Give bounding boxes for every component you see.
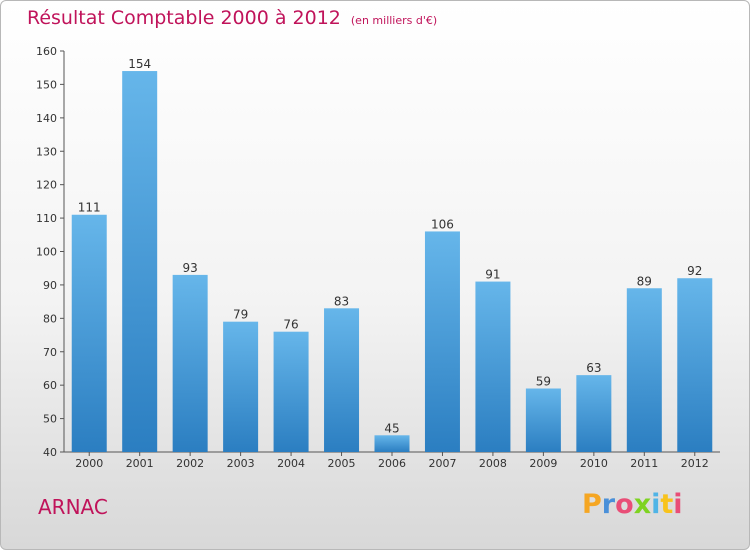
y-tick-label: 150 bbox=[36, 78, 57, 91]
commune-name: ARNAC bbox=[38, 495, 108, 519]
x-tick-label: 2012 bbox=[681, 457, 709, 470]
data-label: 76 bbox=[283, 318, 298, 332]
data-label: 111 bbox=[78, 201, 101, 215]
bar bbox=[677, 278, 713, 452]
bar bbox=[576, 375, 612, 452]
bar bbox=[324, 308, 360, 452]
y-tick-label: 130 bbox=[36, 145, 57, 158]
data-label: 45 bbox=[384, 421, 399, 435]
x-tick-label: 2001 bbox=[126, 457, 154, 470]
y-tick-label: 100 bbox=[36, 246, 57, 259]
data-label: 59 bbox=[536, 375, 551, 389]
y-tick-label: 140 bbox=[36, 112, 57, 125]
y-tick-label: 60 bbox=[43, 379, 57, 392]
data-label: 154 bbox=[128, 57, 151, 71]
proxiti-logo: Proxiti bbox=[582, 489, 683, 520]
logo-letter: x bbox=[633, 489, 652, 520]
bar bbox=[172, 274, 208, 452]
data-label: 83 bbox=[334, 294, 349, 308]
x-tick-label: 2005 bbox=[328, 457, 356, 470]
y-tick-label: 70 bbox=[43, 346, 57, 359]
bar bbox=[122, 71, 158, 453]
x-tick-label: 2010 bbox=[580, 457, 608, 470]
y-tick-label: 80 bbox=[43, 312, 57, 325]
bar bbox=[626, 288, 662, 452]
x-tick-label: 2011 bbox=[630, 457, 658, 470]
bar bbox=[71, 214, 107, 452]
data-label: 89 bbox=[637, 274, 652, 288]
x-tick-label: 2003 bbox=[227, 457, 255, 470]
x-tick-label: 2008 bbox=[479, 457, 507, 470]
x-tick-label: 2007 bbox=[428, 457, 456, 470]
bar bbox=[374, 435, 410, 452]
data-label: 92 bbox=[687, 264, 702, 278]
bar bbox=[424, 231, 460, 452]
data-label: 106 bbox=[431, 217, 454, 231]
logo-letter: o bbox=[615, 489, 634, 520]
y-tick-label: 110 bbox=[36, 212, 57, 225]
logo-letter: i bbox=[651, 489, 661, 520]
y-tick-label: 50 bbox=[43, 413, 57, 426]
data-label: 91 bbox=[485, 268, 500, 282]
bar bbox=[475, 281, 511, 452]
bar bbox=[273, 331, 309, 452]
bar bbox=[525, 388, 561, 452]
logo-letter: t bbox=[660, 489, 674, 520]
logo-letter: r bbox=[601, 489, 616, 520]
chart-title: Résultat Comptable 2000 à 2012 (en millie… bbox=[27, 7, 437, 29]
y-tick-label: 120 bbox=[36, 179, 57, 192]
x-tick-label: 2009 bbox=[529, 457, 557, 470]
y-tick-label: 90 bbox=[43, 279, 57, 292]
data-label: 63 bbox=[586, 361, 601, 375]
x-tick-label: 2002 bbox=[176, 457, 204, 470]
x-tick-label: 2006 bbox=[378, 457, 406, 470]
y-tick-label: 40 bbox=[43, 446, 57, 459]
logo-letter: P bbox=[582, 489, 602, 520]
chart-title-text: Résultat Comptable 2000 à 2012 bbox=[27, 7, 341, 29]
y-tick-label: 160 bbox=[36, 45, 57, 58]
bar bbox=[223, 321, 259, 452]
data-label: 93 bbox=[183, 261, 198, 275]
data-label: 79 bbox=[233, 308, 248, 322]
x-tick-label: 2004 bbox=[277, 457, 305, 470]
logo-letter: i bbox=[673, 489, 683, 520]
chart-unit: (en milliers d'€) bbox=[350, 14, 438, 27]
x-tick-label: 2000 bbox=[75, 457, 103, 470]
